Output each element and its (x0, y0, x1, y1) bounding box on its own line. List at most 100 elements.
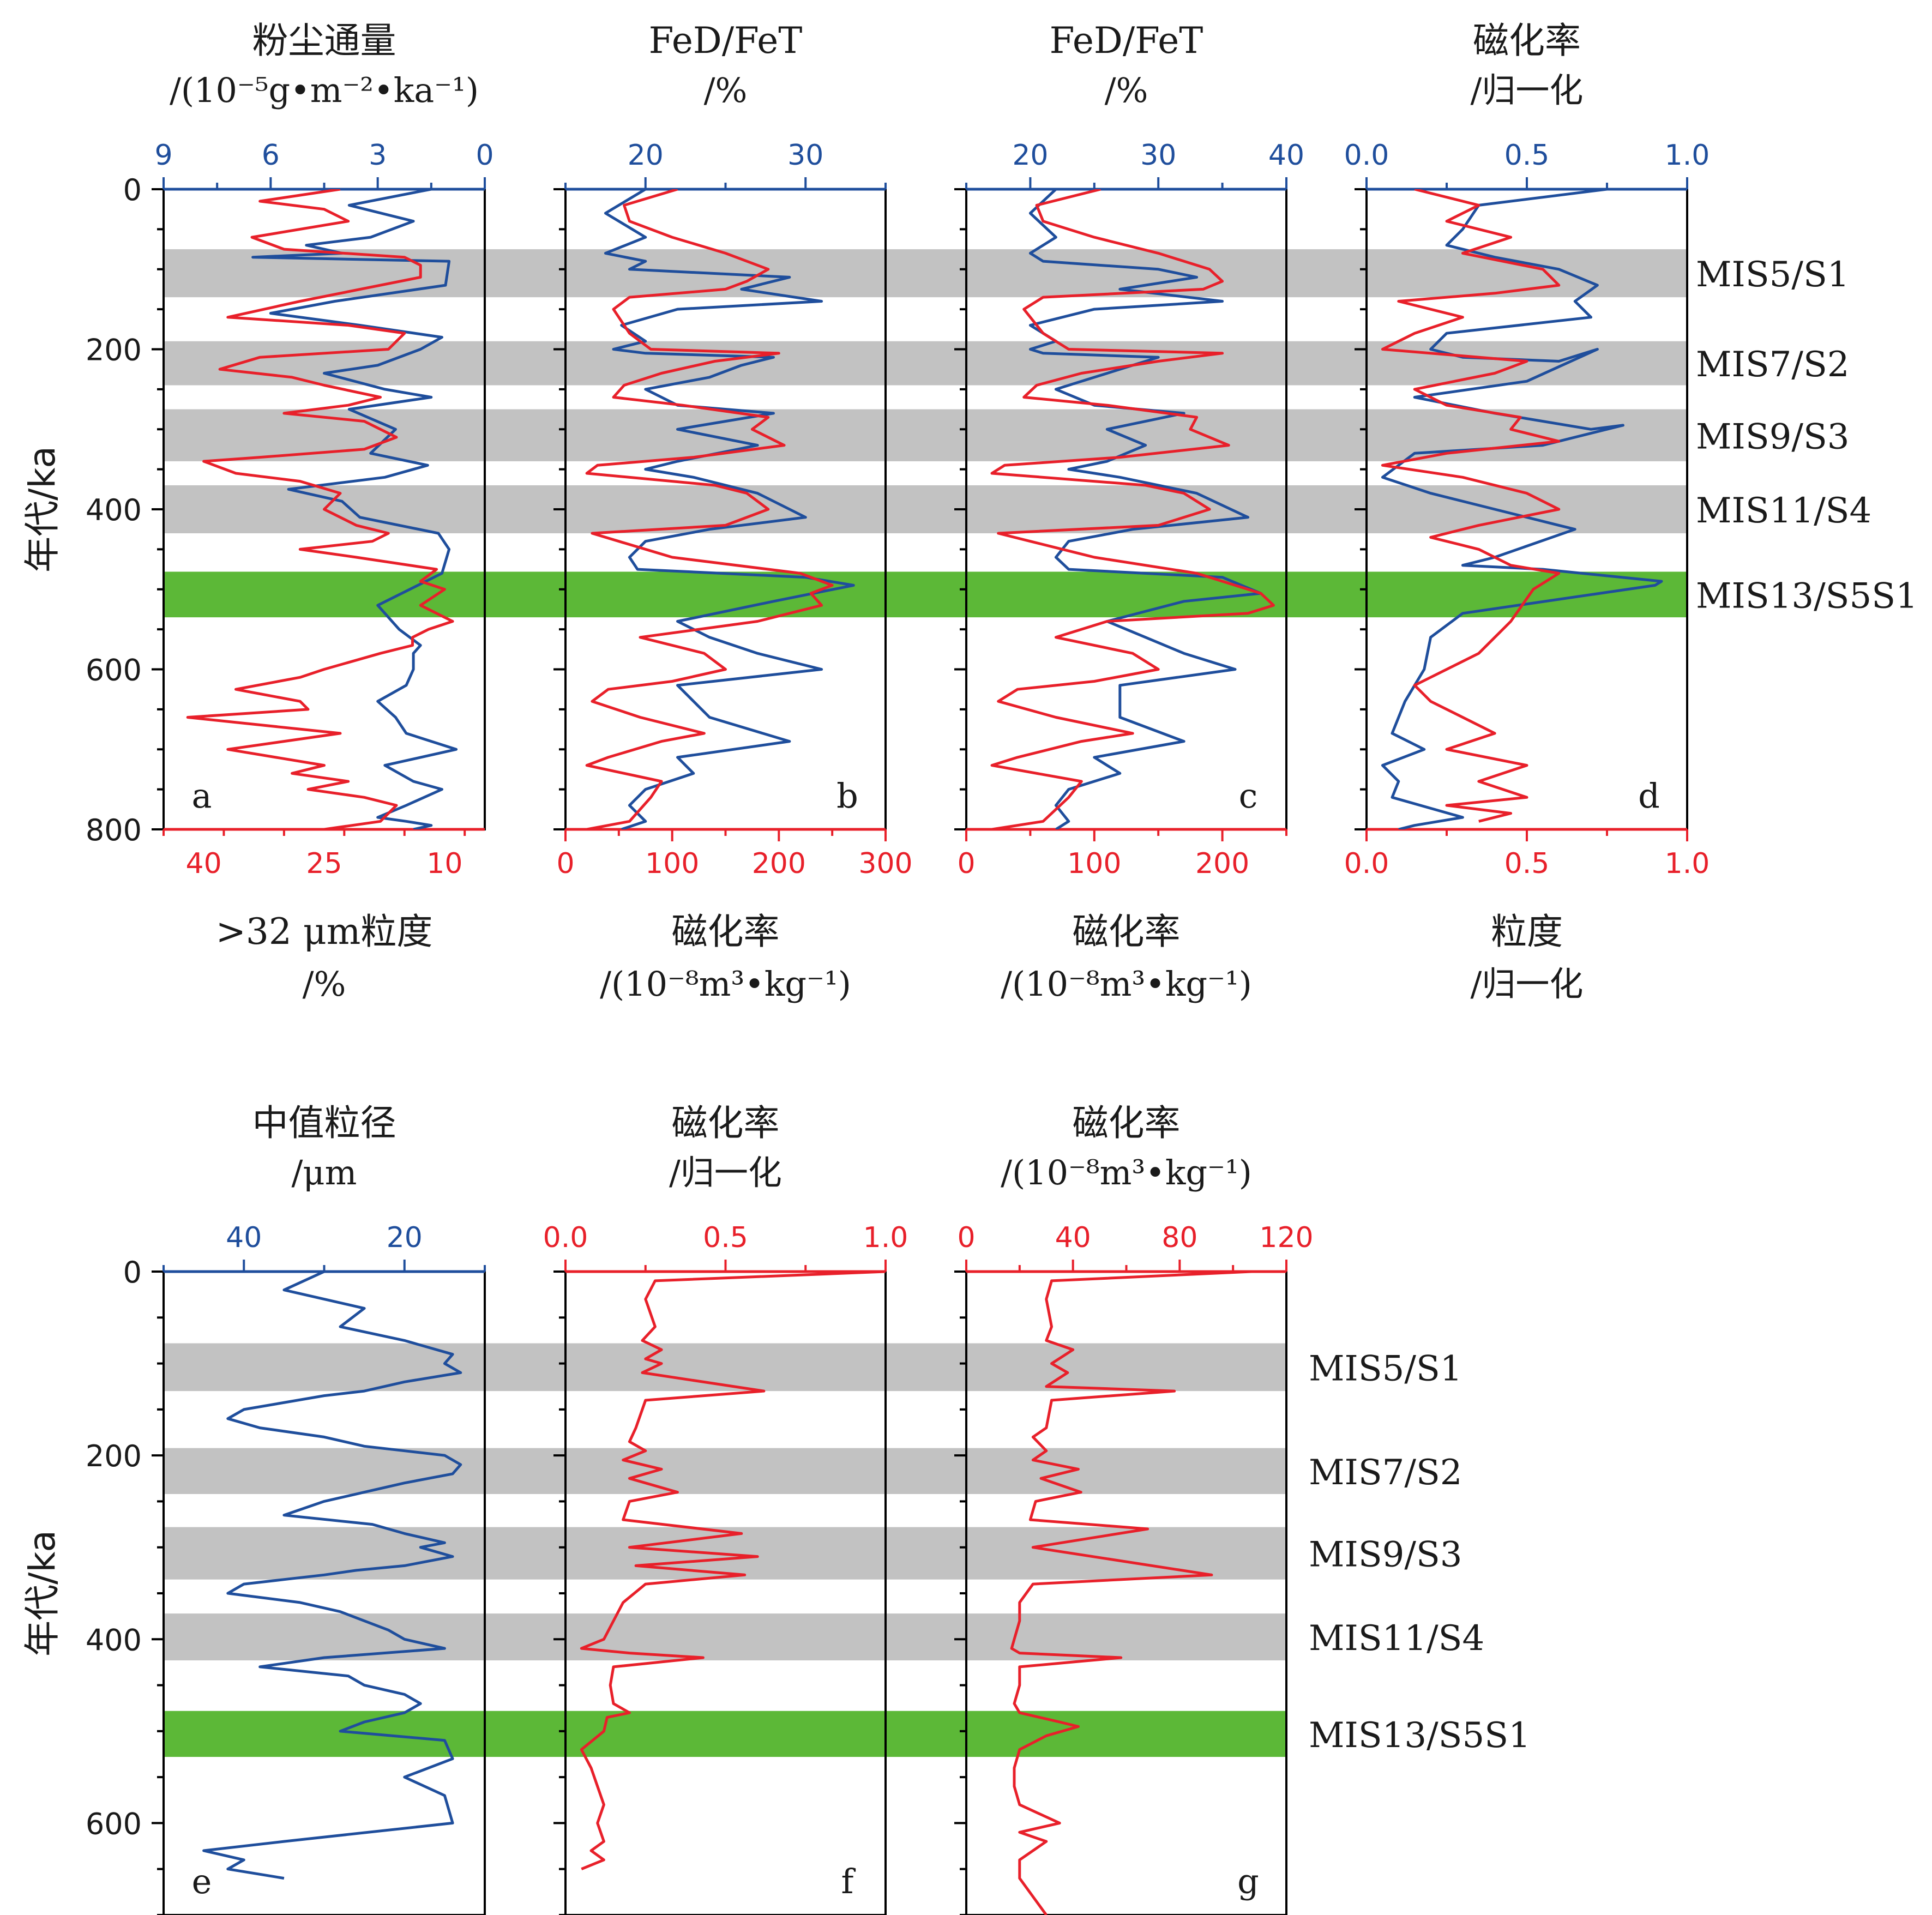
panel-letter: b (836, 776, 858, 816)
series-line-blue (1028, 189, 1262, 829)
panel-d: 0.0 0.5 1.0 磁化率/归一化 0.0 0.5 1.0 粒度/归一化 d (1344, 20, 1710, 1004)
top-axis-title: 粉尘通量 (252, 20, 396, 62)
top-axis-unit: /归一化 (669, 1153, 782, 1193)
top-axis-title: FeD/FeT (1050, 20, 1203, 62)
y-tick-label: 400 (86, 1623, 142, 1657)
bottom-axis-unit: /(10⁻⁸m³•kg⁻¹) (1001, 964, 1252, 1004)
top-axis-tick-label: 20 (387, 1221, 423, 1254)
top-axis-tick-label: 0.0 (1344, 139, 1389, 172)
top-axis-tick-label: 0.5 (703, 1221, 748, 1254)
y-tick-label: 400 (86, 493, 142, 527)
interglacial-band-top-1 (164, 341, 1687, 386)
y-axis-label: 年代/ka (21, 446, 63, 573)
panel-letter: g (1237, 1862, 1259, 1901)
top-axis-tick-label: 0 (476, 139, 493, 172)
band-label-bottom-1: MIS7/S2 (1309, 1453, 1462, 1493)
top-axis-unit: /% (1105, 70, 1148, 110)
bottom-axis-tick-label: 0 (556, 847, 574, 880)
series-line-red (186, 189, 454, 829)
band-label-top-0: MIS5/S1 (1696, 255, 1850, 295)
series-line-red (1010, 1272, 1252, 1915)
panel-c: 20 30 40 FeD/FeT /% 0 100 200 磁化率 /(10⁻⁸m³•kg⁻¹) c (954, 20, 1304, 1004)
band-label-top-2: MIS9/S3 (1696, 417, 1850, 457)
band-label-bottom-3: MIS11/S4 (1309, 1618, 1484, 1659)
top-axis-unit: /(10⁻⁵g•m⁻²•ka⁻¹) (170, 70, 479, 110)
bottom-axis-tick-label: 0.5 (1504, 847, 1550, 880)
panel-b: 20 30 FeD/FeT /% 0 100 200 300 磁化率 /(10⁻⁸m³•kg⁻¹)… (553, 20, 913, 1004)
bottom-axis-title: 磁化率 (1073, 911, 1181, 953)
bottom-axis-unit: /(10⁻⁸m³•kg⁻¹) (600, 964, 851, 1004)
series-line-red (580, 1272, 886, 1871)
top-axis-title: FeD/FeT (649, 20, 803, 62)
top-axis-tick-label: 30 (1140, 139, 1176, 172)
bottom-axis-tick-label: 200 (752, 847, 806, 880)
y-tick-label: 200 (86, 333, 142, 368)
bottom-axis-tick-label: 0 (957, 847, 975, 880)
panel-letter: e (192, 1862, 212, 1901)
series-line-red (990, 189, 1275, 829)
top-axis-tick-label: 0 (957, 1221, 975, 1254)
band-label-top-1: MIS7/S2 (1696, 345, 1850, 385)
top-axis-unit: /归一化 (1471, 70, 1584, 110)
top-axis-tick-label: 40 (226, 1221, 262, 1254)
top-axis-tick-label: 40 (1268, 139, 1304, 172)
panel-letter: c (1239, 776, 1258, 816)
top-axis-title: 中值粒径 (252, 1102, 396, 1144)
band-label-top-4: MIS13/S5S1 (1696, 576, 1918, 616)
y-tick-label: 0 (123, 1255, 142, 1290)
top-axis-unit: /(10⁻⁸m³•kg⁻¹) (1001, 1153, 1252, 1193)
bottom-axis-title: 磁化率 (672, 911, 780, 953)
top-axis-tick-label: 0.5 (1504, 139, 1550, 172)
top-axis-tick-label: 6 (262, 139, 280, 172)
panel-e: 0 200 400 600 年代/ka 40 20 中值粒径/μm e (21, 1102, 486, 1915)
top-axis-tick-label: 3 (369, 139, 387, 172)
top-axis-tick-label: 1.0 (1665, 139, 1710, 172)
top-axis-tick-label: 30 (787, 139, 823, 172)
band-label-bottom-4: MIS13/S5S1 (1309, 1715, 1531, 1756)
y-tick-label: 0 (123, 173, 142, 207)
interglacial-band-bottom-3 (164, 1613, 1286, 1661)
interglacial-band-bottom-1 (164, 1448, 1286, 1494)
bottom-axis-tick-label: 40 (186, 847, 222, 880)
top-axis-unit: /% (704, 70, 748, 110)
panel-a: 0 200 400 600 800 年代/ka 9 6 3 0 粉尘通量 /(10⁻⁵g•m⁻²•ka… (21, 20, 494, 1004)
band-label-bottom-2: MIS9/S3 (1309, 1535, 1462, 1575)
series-line-red (1381, 189, 1561, 823)
interglacial-band-green-bottom-4 (164, 1711, 1286, 1757)
panel-f: 0.0 0.5 1.0 磁化率/归一化 f (543, 1102, 908, 1915)
y-tick-label: 600 (86, 1806, 142, 1841)
band-label-bottom-0: MIS5/S1 (1309, 1348, 1462, 1389)
bottom-axis-tick-label: 0.0 (1344, 847, 1389, 880)
bottom-axis-tick-label: 100 (1067, 847, 1121, 880)
top-axis-tick-label: 20 (1012, 139, 1048, 172)
series-line-blue (1381, 189, 1663, 829)
bottom-axis-tick-label: 300 (858, 847, 912, 880)
panel-letter: d (1638, 776, 1660, 816)
panel-letter: f (841, 1862, 856, 1901)
bottom-axis-unit: /归一化 (1471, 964, 1584, 1004)
panel-g: 0 40 80 120 磁化率 /(10⁻⁸m³•kg⁻¹) g (954, 1102, 1314, 1915)
interglacial-band-bottom-0 (164, 1343, 1286, 1392)
bottom-axis-tick-label: 10 (426, 847, 462, 880)
top-axis-tick-label: 0.0 (543, 1221, 588, 1254)
top-axis-title: 磁化率 (672, 1102, 780, 1144)
interglacial-band-top-3 (164, 485, 1687, 534)
band-label-top-3: MIS11/S4 (1696, 491, 1871, 531)
y-tick-label: 600 (86, 653, 142, 688)
top-axis-tick-label: 40 (1055, 1221, 1091, 1254)
bottom-axis-tick-label: 25 (306, 847, 342, 880)
top-axis-tick-label: 20 (628, 139, 664, 172)
bottom-axis-title: 粒度 (1491, 911, 1563, 953)
top-axis-tick-label: 80 (1161, 1221, 1197, 1254)
bottom-axis-tick-label: 200 (1195, 847, 1249, 880)
y-tick-label: 800 (86, 813, 142, 847)
series-line-blue (604, 189, 855, 829)
y-axis-label: 年代/ka (21, 1530, 63, 1657)
y-tick-label: 200 (86, 1439, 142, 1473)
top-axis-tick-label: 120 (1259, 1221, 1313, 1254)
bottom-axis-tick-label: 1.0 (1665, 847, 1710, 880)
top-axis-tick-label: 9 (154, 139, 172, 172)
top-axis-title: 磁化率 (1073, 1102, 1181, 1144)
panel-letter: a (192, 776, 212, 816)
